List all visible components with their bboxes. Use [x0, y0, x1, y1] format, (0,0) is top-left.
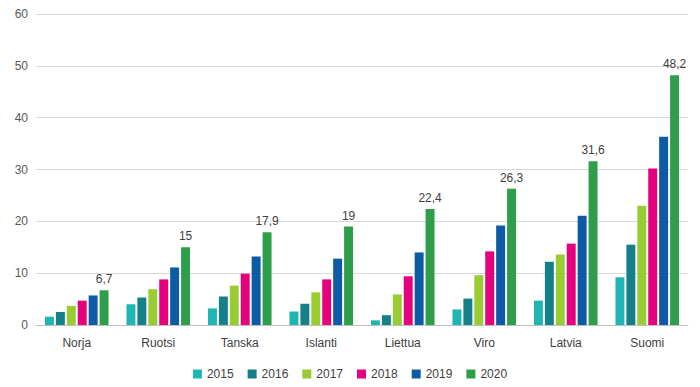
svg-text:6,7: 6,7: [96, 272, 113, 286]
svg-text:2019: 2019: [426, 367, 453, 381]
svg-text:50: 50: [15, 59, 29, 73]
svg-text:0: 0: [21, 318, 28, 332]
svg-text:31,6: 31,6: [581, 143, 605, 157]
svg-text:20: 20: [15, 214, 29, 228]
svg-text:10: 10: [15, 266, 29, 280]
svg-text:Tanska: Tanska: [221, 336, 259, 350]
svg-text:2017: 2017: [316, 367, 343, 381]
svg-text:Islanti: Islanti: [306, 336, 337, 350]
svg-text:26,3: 26,3: [500, 171, 524, 185]
svg-text:60: 60: [15, 7, 29, 21]
svg-text:Liettua: Liettua: [385, 336, 421, 350]
svg-text:40: 40: [15, 111, 29, 125]
svg-text:Latvia: Latvia: [550, 336, 582, 350]
svg-text:Norja: Norja: [62, 336, 91, 350]
svg-text:48,2: 48,2: [663, 57, 687, 71]
svg-text:2015: 2015: [207, 367, 234, 381]
svg-text:Ruotsi: Ruotsi: [141, 336, 175, 350]
svg-text:19: 19: [342, 209, 356, 223]
svg-text:Suomi: Suomi: [630, 336, 664, 350]
svg-text:2020: 2020: [480, 367, 507, 381]
svg-text:15: 15: [179, 229, 193, 243]
svg-text:2018: 2018: [371, 367, 398, 381]
svg-text:2016: 2016: [262, 367, 289, 381]
svg-text:22,4: 22,4: [418, 191, 442, 205]
svg-text:30: 30: [15, 163, 29, 177]
svg-text:17,9: 17,9: [255, 214, 279, 228]
svg-text:Viro: Viro: [474, 336, 495, 350]
